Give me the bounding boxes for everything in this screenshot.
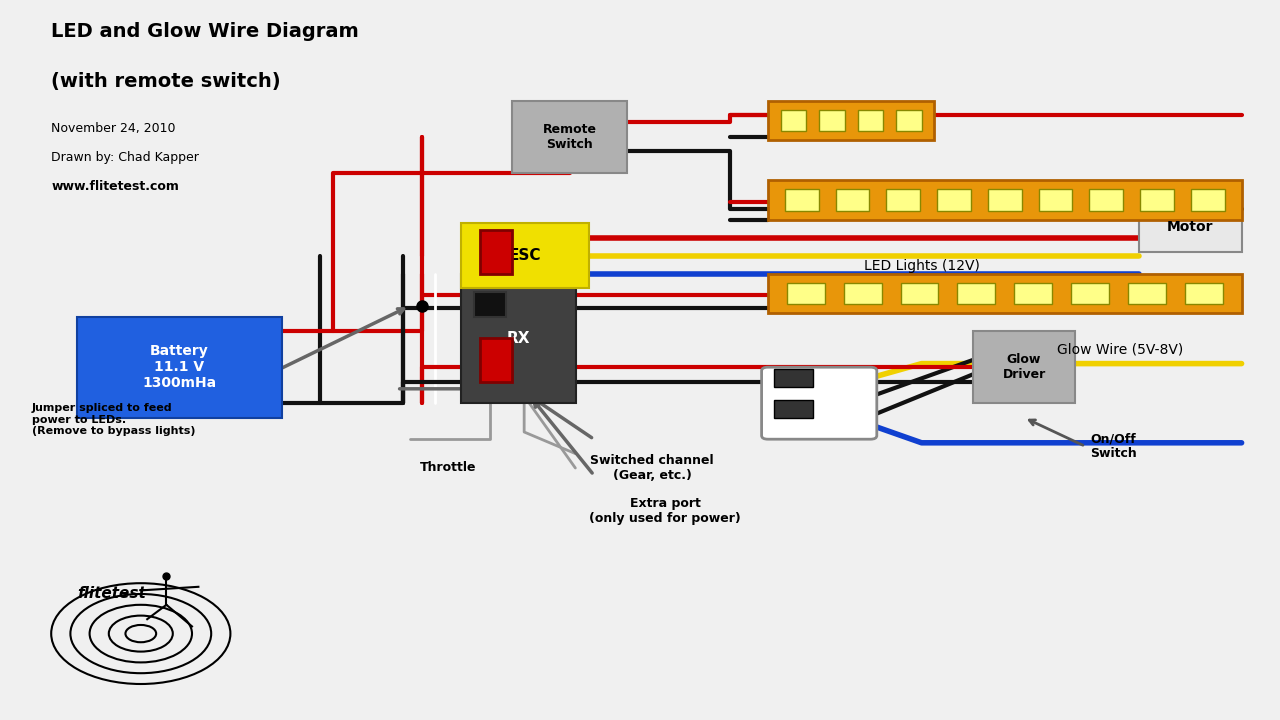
FancyBboxPatch shape — [768, 180, 1242, 220]
Text: ESC: ESC — [508, 248, 541, 263]
FancyBboxPatch shape — [819, 109, 845, 132]
Text: Switched channel
(Gear, etc.): Switched channel (Gear, etc.) — [590, 454, 714, 482]
FancyBboxPatch shape — [480, 230, 512, 274]
FancyBboxPatch shape — [1071, 282, 1108, 305]
FancyBboxPatch shape — [896, 109, 922, 132]
Text: Motor: Motor — [1167, 220, 1213, 234]
FancyBboxPatch shape — [886, 189, 920, 211]
FancyBboxPatch shape — [957, 282, 996, 305]
Text: Jumper spliced to feed
power to LEDs.
(Remove to bypass lights): Jumper spliced to feed power to LEDs. (R… — [32, 403, 196, 436]
Text: Drawn by: Chad Kapper: Drawn by: Chad Kapper — [51, 151, 200, 164]
FancyBboxPatch shape — [461, 223, 589, 288]
Text: Throttle: Throttle — [420, 461, 476, 474]
FancyBboxPatch shape — [836, 189, 869, 211]
FancyBboxPatch shape — [858, 109, 883, 132]
FancyBboxPatch shape — [1140, 189, 1174, 211]
FancyBboxPatch shape — [1185, 282, 1222, 305]
FancyBboxPatch shape — [785, 189, 819, 211]
FancyBboxPatch shape — [762, 367, 877, 439]
FancyBboxPatch shape — [1128, 282, 1166, 305]
Text: RX: RX — [507, 331, 530, 346]
FancyBboxPatch shape — [1014, 282, 1052, 305]
FancyBboxPatch shape — [774, 400, 813, 418]
FancyBboxPatch shape — [1139, 202, 1242, 252]
FancyBboxPatch shape — [787, 282, 824, 305]
Text: Glow
Driver: Glow Driver — [1002, 354, 1046, 381]
Text: Battery
11.1 V
1300mHa: Battery 11.1 V 1300mHa — [142, 344, 216, 390]
FancyBboxPatch shape — [480, 338, 512, 382]
FancyBboxPatch shape — [512, 101, 627, 173]
FancyBboxPatch shape — [901, 282, 938, 305]
FancyBboxPatch shape — [1190, 189, 1225, 211]
FancyBboxPatch shape — [461, 274, 576, 403]
FancyBboxPatch shape — [768, 274, 1242, 313]
FancyBboxPatch shape — [77, 317, 282, 418]
Text: Glow Wire (5V-8V): Glow Wire (5V-8V) — [1057, 343, 1183, 356]
Text: On/Off
Switch: On/Off Switch — [1091, 433, 1138, 460]
FancyBboxPatch shape — [1089, 189, 1124, 211]
FancyBboxPatch shape — [937, 189, 972, 211]
FancyBboxPatch shape — [768, 101, 934, 140]
FancyBboxPatch shape — [774, 369, 813, 387]
FancyBboxPatch shape — [988, 189, 1021, 211]
FancyBboxPatch shape — [474, 292, 506, 317]
Text: www.flitetest.com: www.flitetest.com — [51, 180, 179, 193]
Text: LED and Glow Wire Diagram: LED and Glow Wire Diagram — [51, 22, 358, 40]
FancyBboxPatch shape — [844, 282, 882, 305]
FancyBboxPatch shape — [781, 109, 806, 132]
Text: (with remote switch): (with remote switch) — [51, 72, 280, 91]
Text: flitetest: flitetest — [77, 586, 146, 601]
Text: Extra port
(only used for power): Extra port (only used for power) — [589, 497, 741, 525]
FancyBboxPatch shape — [973, 331, 1075, 403]
FancyBboxPatch shape — [1038, 189, 1073, 211]
Text: Remote
Switch: Remote Switch — [543, 123, 596, 150]
Text: LED Lights (12V): LED Lights (12V) — [864, 259, 979, 273]
Text: November 24, 2010: November 24, 2010 — [51, 122, 175, 135]
